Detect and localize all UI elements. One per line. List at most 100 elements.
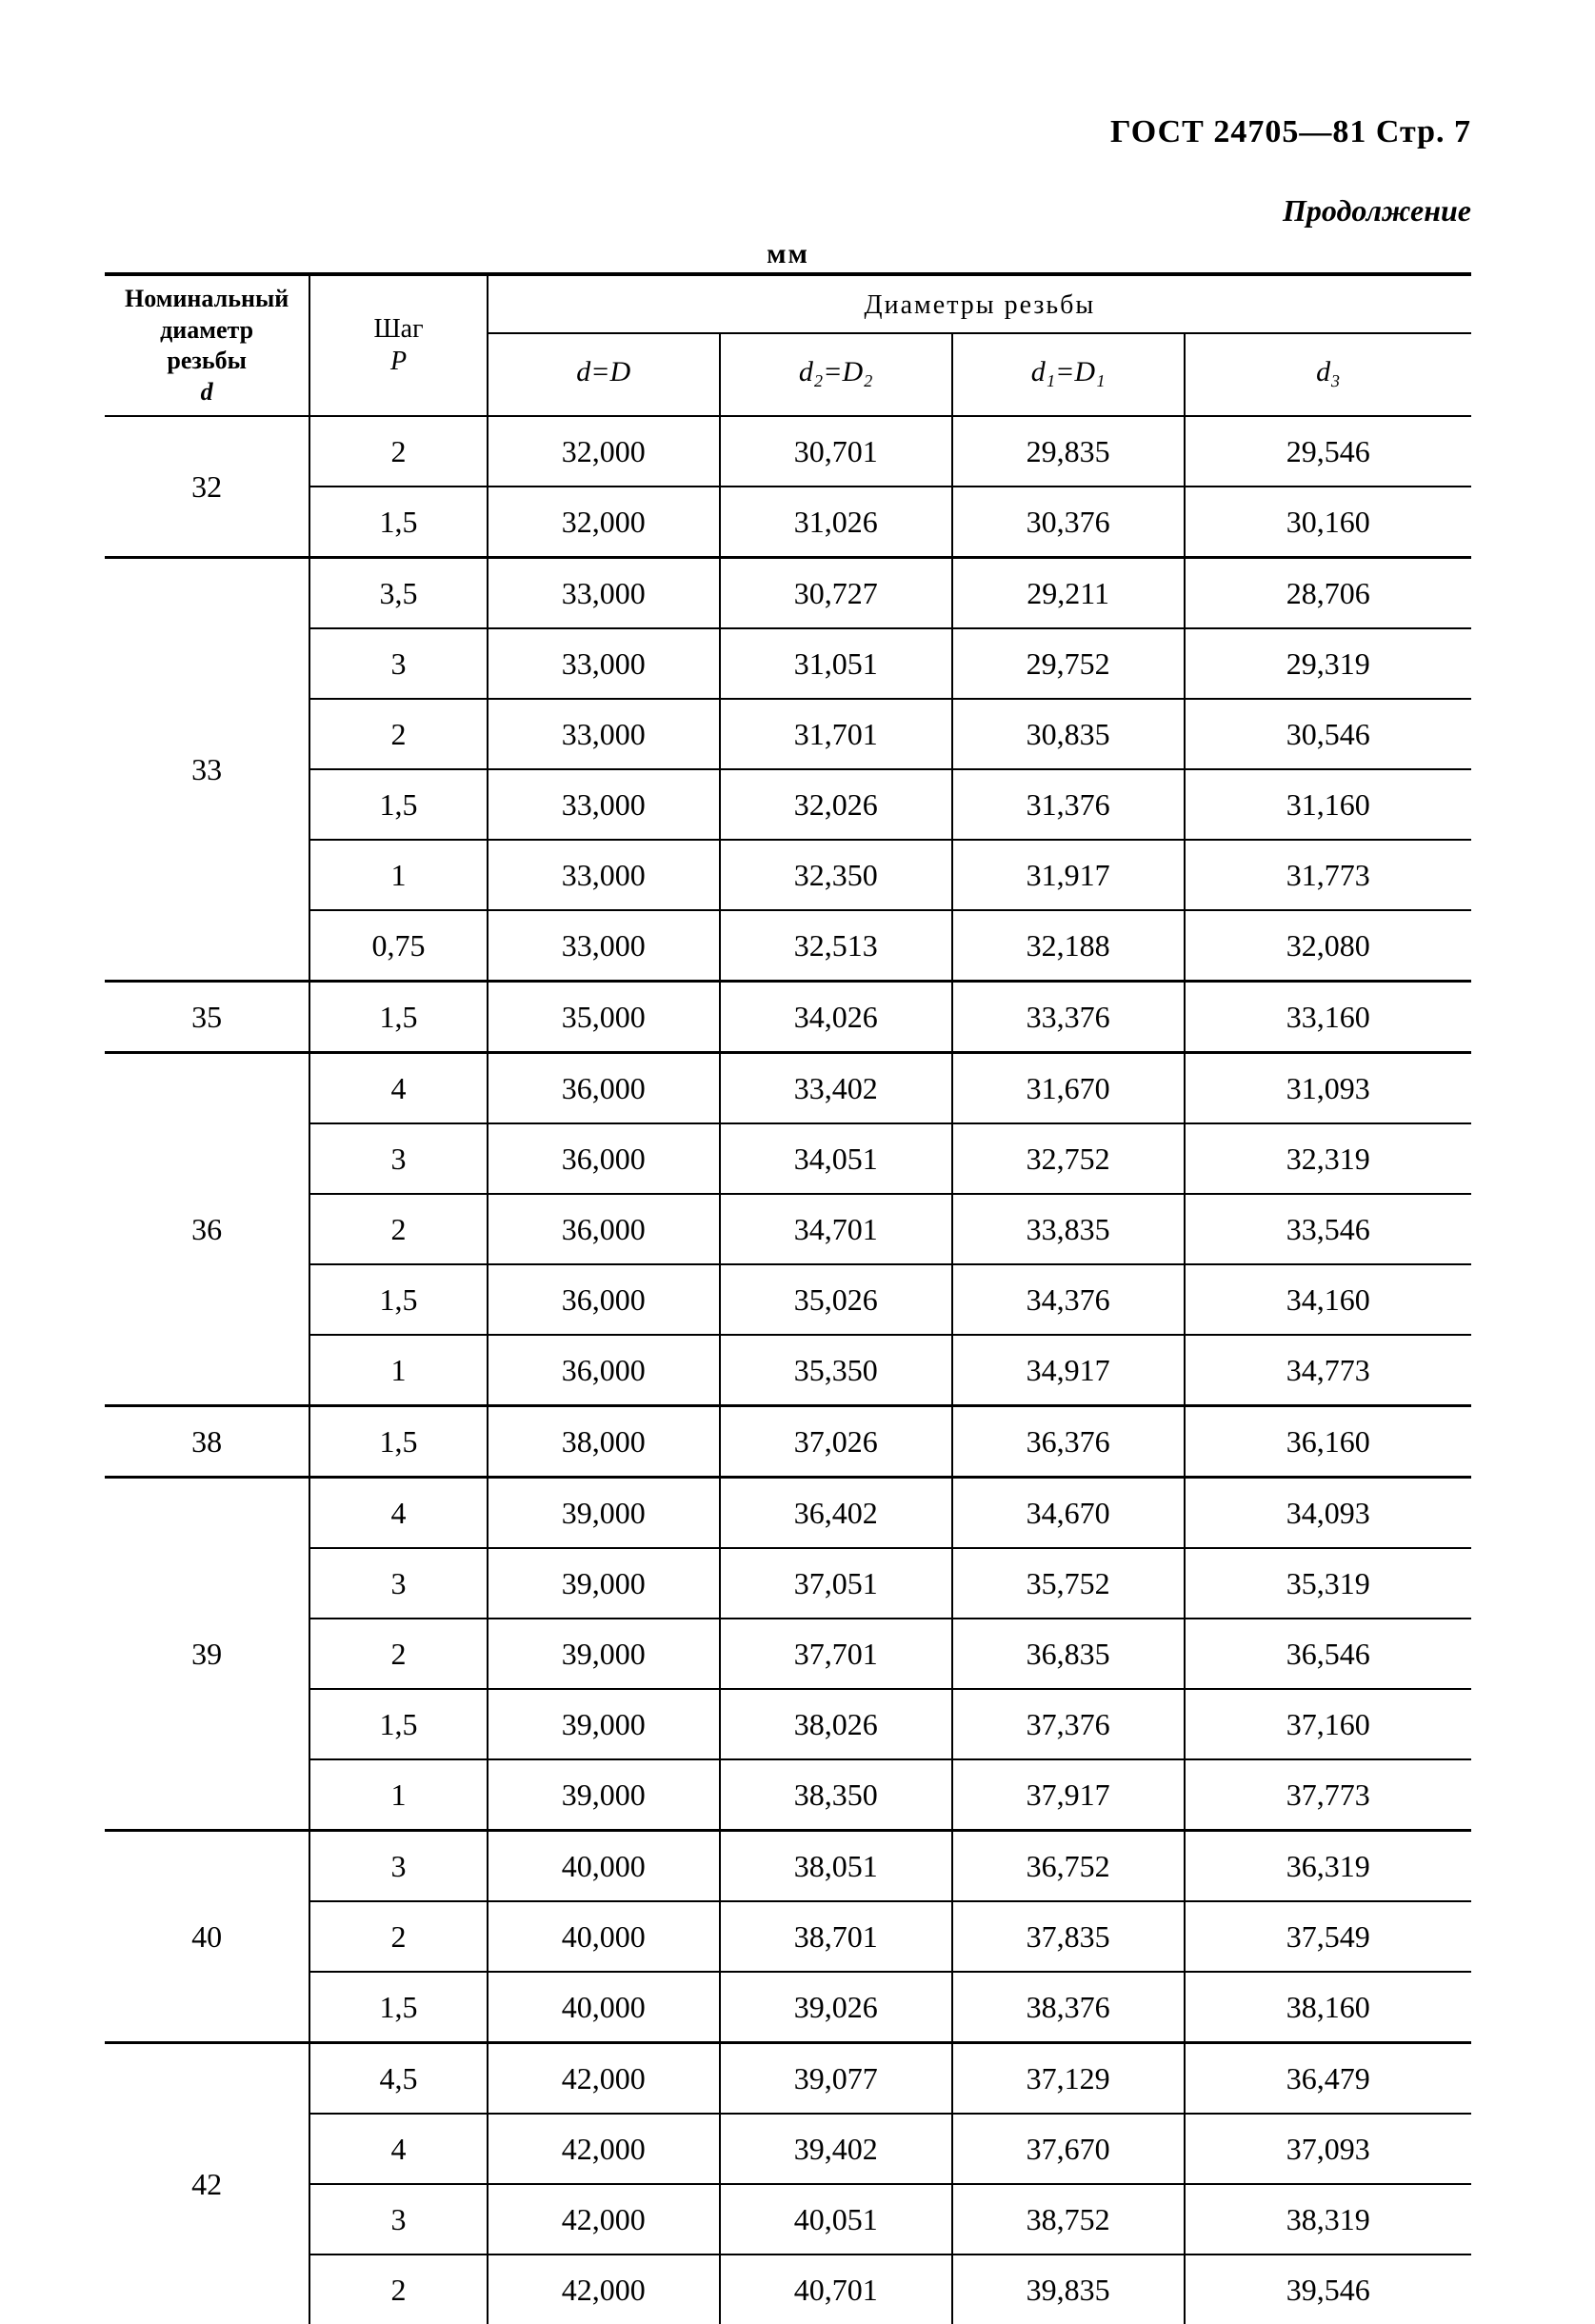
table-row: 424,542,00039,07737,12936,479 [105,2043,1471,2115]
value-cell: 36,752 [952,1831,1185,1902]
value-cell: 37,093 [1185,2114,1471,2184]
pitch-cell: 1 [309,840,488,910]
value-cell: 34,701 [720,1194,952,1264]
pitch-cell: 1,5 [309,1264,488,1335]
value-cell: 38,000 [488,1406,720,1478]
value-cell: 33,835 [952,1194,1185,1264]
table-row: 1,536,00035,02634,37634,160 [105,1264,1471,1335]
value-cell: 36,319 [1185,1831,1471,1902]
value-cell: 29,211 [952,558,1185,629]
value-cell: 36,376 [952,1406,1185,1478]
table-row: 133,00032,35031,91731,773 [105,840,1471,910]
value-cell: 32,188 [952,910,1185,982]
col-d3: d₃ [1185,333,1471,416]
pitch-cell: 2 [309,416,488,487]
pitch-cell: 3,5 [309,558,488,629]
value-cell: 35,319 [1185,1548,1471,1619]
value-cell: 37,160 [1185,1689,1471,1759]
value-cell: 28,706 [1185,558,1471,629]
thread-table: Номинальный диаметр резьбы d Шаг P Диаме… [105,272,1471,2324]
table-body: 32232,00030,70129,83529,5461,532,00031,0… [105,416,1471,2324]
table-row: 32232,00030,70129,83529,546 [105,416,1471,487]
value-cell: 38,026 [720,1689,952,1759]
table-row: 240,00038,70137,83537,549 [105,1901,1471,1972]
value-cell: 33,000 [488,699,720,769]
value-cell: 36,835 [952,1619,1185,1689]
unit-label: мм [105,238,1471,270]
nominal-cell: 40 [105,1831,309,2043]
pitch-cell: 1 [309,1335,488,1406]
nominal-cell: 36 [105,1053,309,1406]
pitch-cell: 0,75 [309,910,488,982]
value-cell: 39,000 [488,1619,720,1689]
table-row: 1,532,00031,02630,37630,160 [105,487,1471,558]
table-row: 381,538,00037,02636,37636,160 [105,1406,1471,1478]
value-cell: 32,000 [488,416,720,487]
value-cell: 33,376 [952,982,1185,1053]
value-cell: 34,026 [720,982,952,1053]
value-cell: 29,546 [1185,416,1471,487]
value-cell: 39,000 [488,1478,720,1549]
value-cell: 31,093 [1185,1053,1471,1124]
value-cell: 33,000 [488,769,720,840]
value-cell: 31,160 [1185,769,1471,840]
value-cell: 38,160 [1185,1972,1471,2043]
table-row: 136,00035,35034,91734,773 [105,1335,1471,1406]
table-row: 336,00034,05132,75232,319 [105,1123,1471,1194]
value-cell: 31,376 [952,769,1185,840]
value-cell: 39,546 [1185,2254,1471,2324]
pitch-cell: 2 [309,1901,488,1972]
page: ГОСТ 24705—81 Стр. 7 Продолжение мм Номи… [0,0,1595,2302]
pitch-cell: 3 [309,1548,488,1619]
value-cell: 34,376 [952,1264,1185,1335]
value-cell: 36,479 [1185,2043,1471,2115]
value-cell: 31,773 [1185,840,1471,910]
value-cell: 39,077 [720,2043,952,2115]
table-row: 1,533,00032,02631,37631,160 [105,769,1471,840]
pitch-cell: 4 [309,1478,488,1549]
value-cell: 30,727 [720,558,952,629]
table-row: 342,00040,05138,75238,319 [105,2184,1471,2254]
value-cell: 37,549 [1185,1901,1471,1972]
value-cell: 37,376 [952,1689,1185,1759]
pitch-cell: 4,5 [309,2043,488,2115]
value-cell: 33,402 [720,1053,952,1124]
value-cell: 36,000 [488,1123,720,1194]
pitch-cell: 3 [309,1123,488,1194]
pitch-cell: 1,5 [309,487,488,558]
table-row: 242,00040,70139,83539,546 [105,2254,1471,2324]
value-cell: 37,129 [952,2043,1185,2115]
pitch-cell: 2 [309,1619,488,1689]
value-cell: 32,026 [720,769,952,840]
value-cell: 37,051 [720,1548,952,1619]
pitch-cell: 1 [309,1759,488,1831]
value-cell: 31,051 [720,628,952,699]
value-cell: 39,026 [720,1972,952,2043]
value-cell: 35,752 [952,1548,1185,1619]
pitch-cell: 4 [309,1053,488,1124]
nominal-cell: 42 [105,2043,309,2324]
value-cell: 42,000 [488,2043,720,2115]
table-header: Номинальный диаметр резьбы d Шаг P Диаме… [105,274,1471,416]
value-cell: 35,026 [720,1264,952,1335]
col-d2: d₂=D₂ [720,333,952,416]
value-cell: 32,319 [1185,1123,1471,1194]
value-cell: 40,000 [488,1831,720,1902]
table-row: 0,7533,00032,51332,18832,080 [105,910,1471,982]
value-cell: 37,835 [952,1901,1185,1972]
value-cell: 32,080 [1185,910,1471,982]
value-cell: 38,051 [720,1831,952,1902]
value-cell: 31,701 [720,699,952,769]
table-row: 236,00034,70133,83533,546 [105,1194,1471,1264]
table-row: 1,539,00038,02637,37637,160 [105,1689,1471,1759]
nominal-cell: 35 [105,982,309,1053]
table-row: 139,00038,35037,91737,773 [105,1759,1471,1831]
value-cell: 37,026 [720,1406,952,1478]
table-row: 39439,00036,40234,67034,093 [105,1478,1471,1549]
table-row: 351,535,00034,02633,37633,160 [105,982,1471,1053]
col-diameters-span: Диаметры резьбы [488,274,1471,333]
table-row: 36436,00033,40231,67031,093 [105,1053,1471,1124]
table-row: 333,533,00030,72729,21128,706 [105,558,1471,629]
value-cell: 34,773 [1185,1335,1471,1406]
value-cell: 35,350 [720,1335,952,1406]
